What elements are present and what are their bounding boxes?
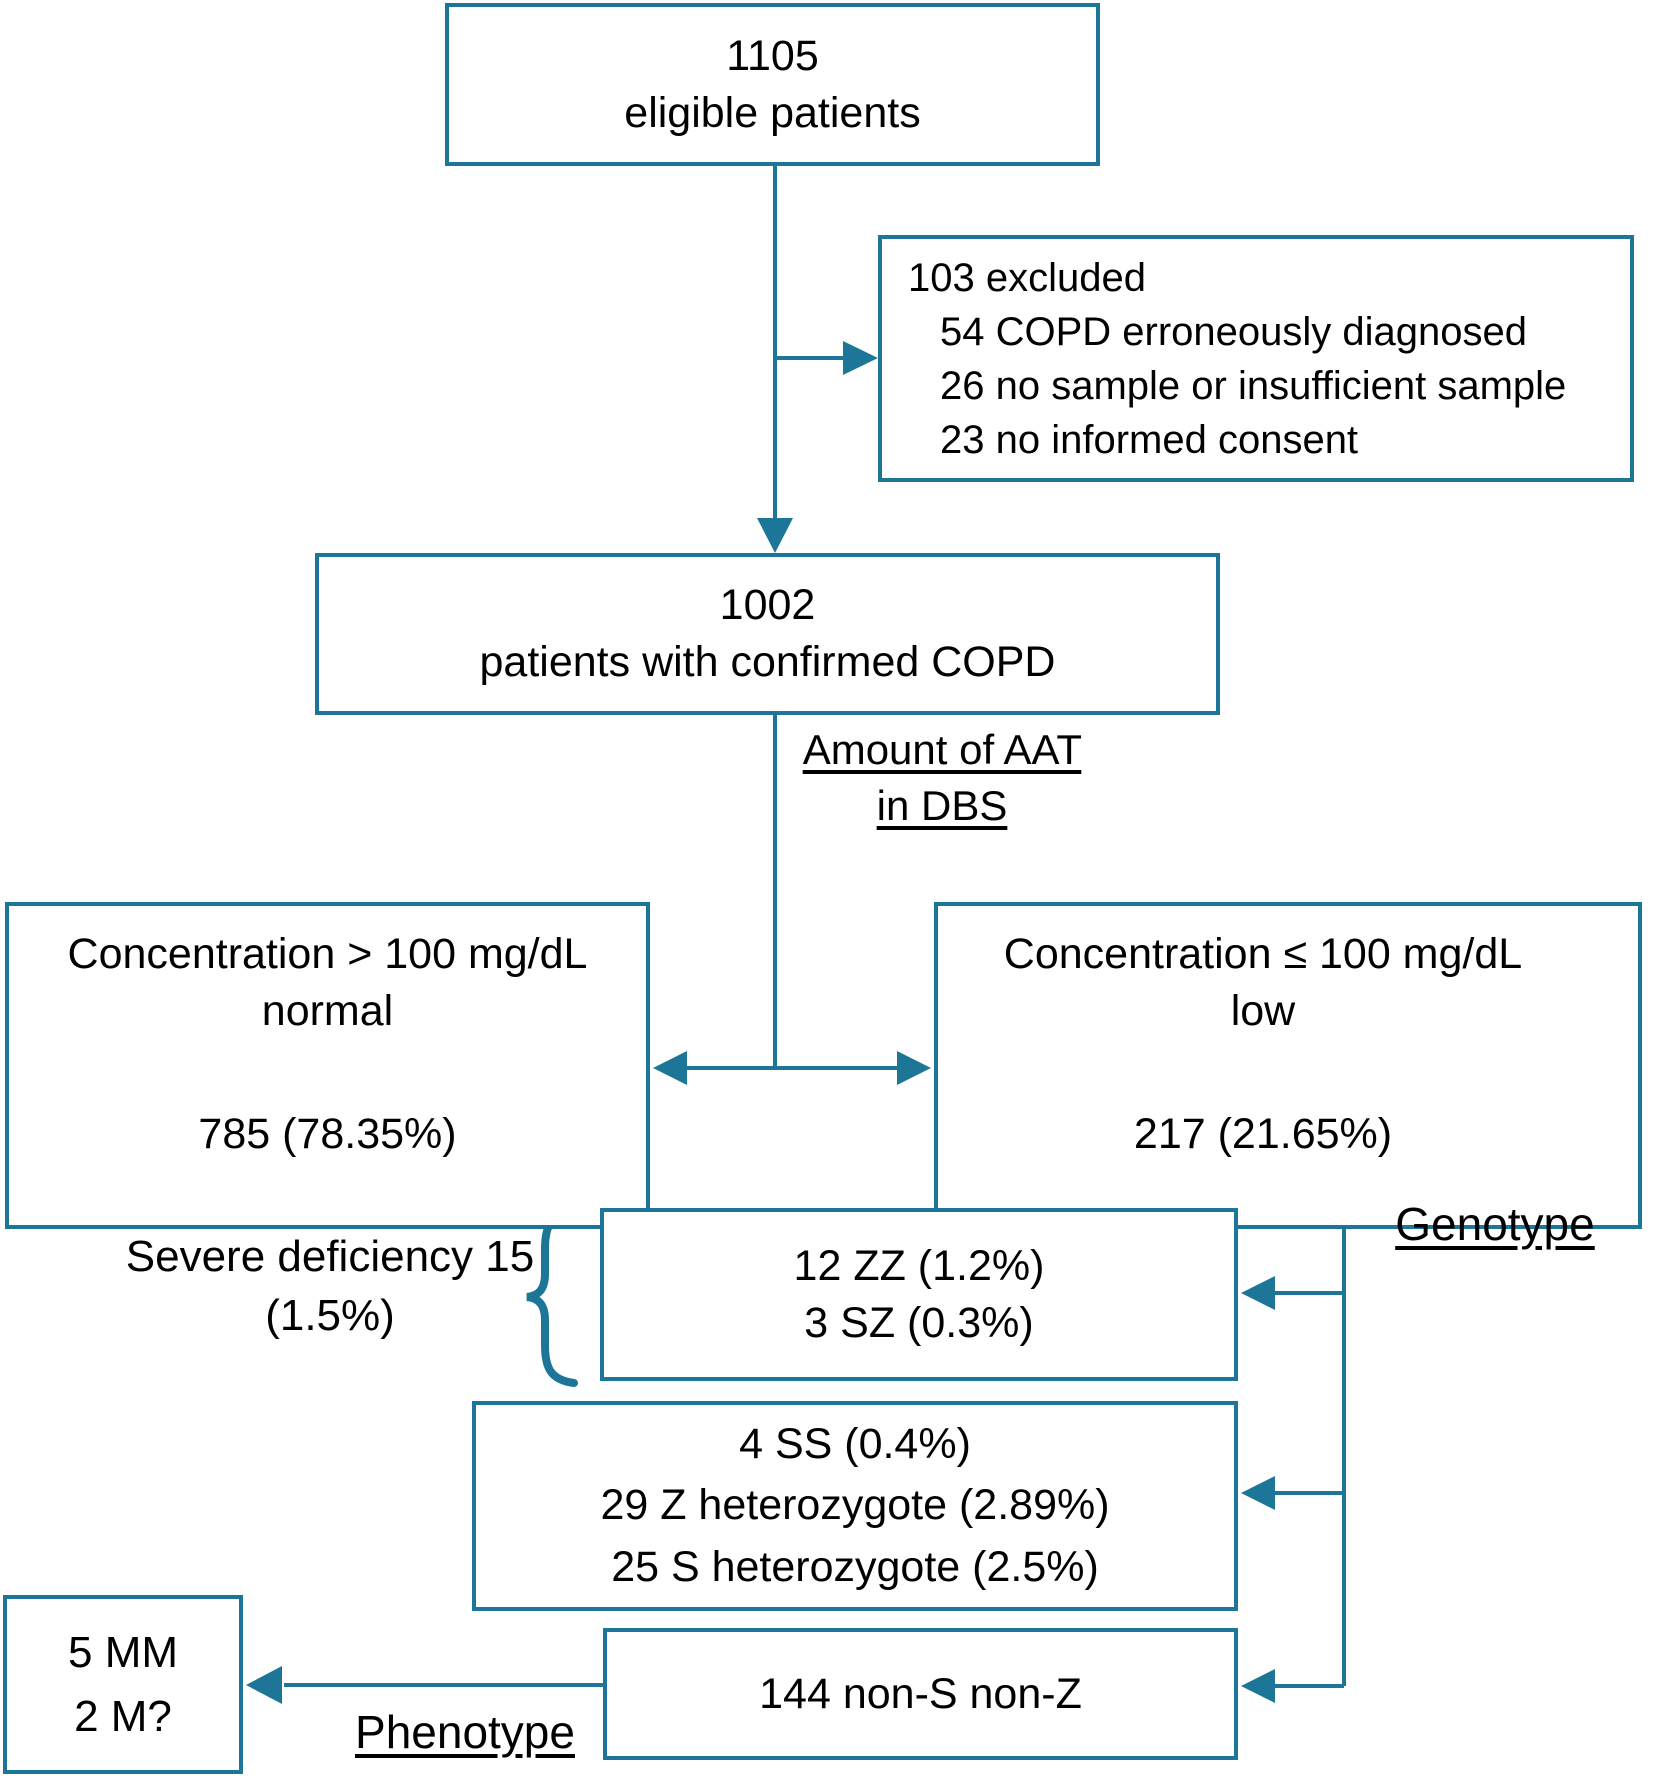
node-text: eligible patients — [624, 88, 921, 137]
split-double-arrow — [653, 1051, 931, 1085]
connector-genotype-branch-nonsz — [1241, 1669, 1344, 1703]
node-confirmed-copd: 1002 patients with confirmed COPD — [315, 553, 1220, 715]
node-text: 1002 — [719, 581, 816, 630]
node-concentration-low: Concentration ≤ 100 mg/dL low 217 (21.65… — [934, 902, 1642, 1229]
severe-deficiency-brace — [526, 1207, 578, 1387]
node-text: 29 Z heterozygote (2.89%) — [600, 1481, 1110, 1530]
connector-eligible-to-confirmed — [757, 166, 793, 553]
node-text: 23 no informed consent — [940, 417, 1359, 462]
label-genotype: Genotype — [1380, 1194, 1610, 1256]
node-text: 5 MM — [68, 1627, 178, 1677]
node-text: 103 excluded — [908, 255, 1146, 300]
node-count: 785 (78.35%) — [198, 1110, 457, 1159]
label-text: Amount of AAT — [802, 726, 1082, 773]
node-text: 4 SS (0.4%) — [739, 1420, 971, 1469]
label-text: Genotype — [1395, 1198, 1595, 1250]
label-text: Phenotype — [355, 1706, 575, 1758]
node-text: low — [1230, 986, 1296, 1035]
node-text: 144 non-S non-Z — [759, 1669, 1082, 1718]
node-text: 1105 — [726, 31, 819, 80]
node-text: Concentration > 100 mg/dL — [67, 930, 588, 978]
node-title: Concentration > 100 mg/dL normal — [68, 906, 588, 1040]
node-title: Concentration ≤ 100 mg/dL low — [1004, 906, 1522, 1040]
node-excluded: 103 excluded 54 COPD erroneously diagnos… — [878, 235, 1634, 482]
node-text: normal — [261, 986, 394, 1035]
node-text: 3 SZ (0.3%) — [804, 1298, 1034, 1347]
node-non-s-non-z: 144 non-S non-Z — [603, 1628, 1238, 1760]
label-amount-of-aat: Amount of AAT in DBS — [782, 722, 1102, 835]
node-concentration-normal: Concentration > 100 mg/dL normal 785 (78… — [5, 902, 650, 1229]
node-text: 25 S heterozygote (2.5%) — [611, 1542, 1099, 1591]
label-phenotype: Phenotype — [320, 1702, 610, 1764]
node-count: 217 (21.65%) — [1133, 1110, 1393, 1159]
node-phenotype-result: 5 MM 2 M? — [3, 1595, 243, 1774]
node-text: 2 M? — [74, 1691, 172, 1741]
connector-nonsz-to-phenotype — [246, 1666, 603, 1704]
label-severe-deficiency: Severe deficiency 15 (1.5%) — [120, 1228, 540, 1346]
node-severe-genotypes: 12 ZZ (1.2%) 3 SZ (0.3%) — [600, 1208, 1238, 1381]
label-text: in DBS — [876, 782, 1008, 830]
connector-genotype-branch-hetero — [1241, 1476, 1344, 1510]
node-other-genotypes: 4 SS (0.4%) 29 Z heterozygote (2.89%) 25… — [472, 1401, 1238, 1611]
node-text: 12 ZZ (1.2%) — [793, 1241, 1045, 1290]
node-eligible-patients: 1105 eligible patients — [445, 3, 1100, 166]
node-text: patients with confirmed COPD — [479, 638, 1056, 686]
label-text: 15 (1.5%) — [265, 1232, 535, 1340]
node-text: Concentration ≤ 100 mg/dL — [1003, 930, 1523, 978]
connector-genotype-branch-severe — [1241, 1276, 1344, 1310]
connector-to-excluded — [775, 341, 878, 375]
node-text: 26 no sample or insufficient sample — [940, 363, 1567, 408]
label-text: Severe deficiency — [125, 1232, 474, 1281]
node-text: 54 COPD erroneously diagnosed — [940, 309, 1528, 354]
